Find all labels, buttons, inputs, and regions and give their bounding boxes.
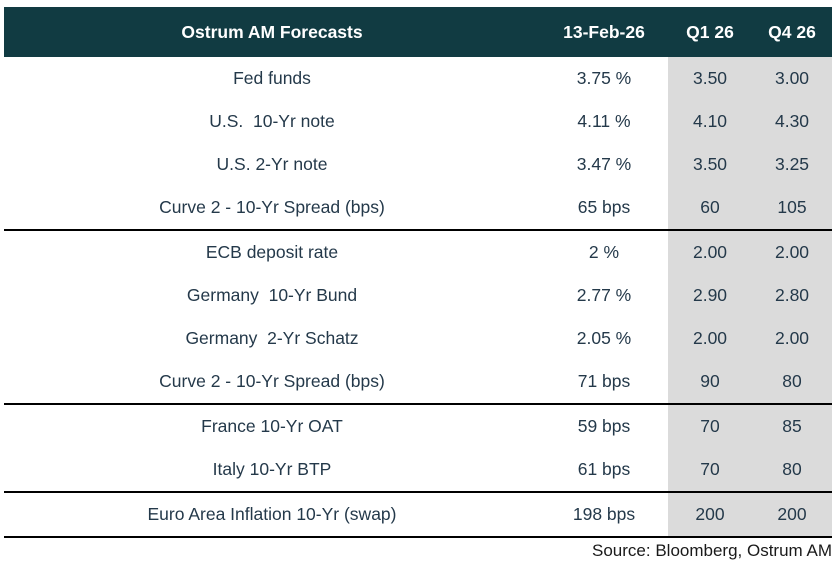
value-q4-forecast: 3.00 [752, 57, 832, 100]
column-header-q4: Q4 26 [768, 21, 816, 42]
value-q4-forecast: 80 [752, 360, 832, 403]
value-current: 2.05 % [576, 328, 632, 348]
value-current: 198 bps [572, 504, 636, 524]
value-current: 2 % [588, 242, 620, 262]
value-q4-forecast: 3.25 [752, 143, 832, 186]
row-label: Germany 2-Yr Schatz [185, 328, 359, 348]
value-q1-forecast: 70 [668, 405, 752, 448]
value-current: 2.77 % [576, 285, 632, 305]
row-label: Fed funds [233, 68, 311, 88]
value-q1-forecast: 60 [668, 186, 752, 229]
value-current: 61 bps [577, 459, 631, 479]
row-label: Germany 10-Yr Bund [186, 285, 358, 305]
table-row: Italy 10-Yr BTP 61 bps 70 80 [4, 448, 832, 491]
source-note: Source: Bloomberg, Ostrum AM [592, 541, 832, 560]
table-row: U.S. 10-Yr note 4.11 % 4.10 4.30 [4, 100, 832, 143]
column-header-date: 13-Feb-26 [563, 21, 645, 42]
value-q4-forecast: 105 [752, 186, 832, 229]
row-group-4: Euro Area Inflation 10-Yr (swap) 198 bps 2… [4, 493, 832, 538]
value-q1-forecast: 3.50 [668, 143, 752, 186]
table-row: Fed funds 3.75 % 3.50 3.00 [4, 57, 832, 100]
table-row: Curve 2 - 10-Yr Spread (bps) 71 bps 90 80 [4, 360, 832, 403]
value-q4-forecast: 2.00 [752, 317, 832, 360]
value-q1-forecast: 70 [668, 448, 752, 491]
row-label: Euro Area Inflation 10-Yr (swap) [147, 504, 397, 524]
value-q1-forecast: 90 [668, 360, 752, 403]
table-row: Curve 2 - 10-Yr Spread (bps) 65 bps 60 105 [4, 186, 832, 229]
table-row: U.S. 2-Yr note 3.47 % 3.50 3.25 [4, 143, 832, 186]
value-q1-forecast: 2.00 [668, 231, 752, 274]
value-q1-forecast: 2.00 [668, 317, 752, 360]
table-body: Fed funds 3.75 % 3.50 3.00 U.S. 10-Yr note 4.… [4, 57, 832, 538]
table-row: Germany 2-Yr Schatz 2.05 % 2.00 2.00 [4, 317, 832, 360]
row-label: ECB deposit rate [205, 242, 339, 262]
value-current: 65 bps [577, 197, 631, 217]
table-row: Euro Area Inflation 10-Yr (swap) 198 bps 2… [4, 493, 832, 536]
value-q1-forecast: 2.90 [668, 274, 752, 317]
row-group-3: France 10-Yr OAT 59 bps 70 85 Italy 10-Yr BT… [4, 405, 832, 493]
row-group-1: Fed funds 3.75 % 3.50 3.00 U.S. 10-Yr note 4.… [4, 57, 832, 231]
value-current: 71 bps [577, 371, 631, 391]
table-row: ECB deposit rate 2 % 2.00 2.00 [4, 231, 832, 274]
row-label: Curve 2 - 10-Yr Spread (bps) [159, 371, 385, 391]
row-label: U.S. 10-Yr note [209, 111, 335, 131]
value-q1-forecast: 200 [668, 493, 752, 536]
value-current: 3.47 % [576, 154, 632, 174]
value-q4-forecast: 2.00 [752, 231, 832, 274]
forecasts-table: Ostrum AM Forecasts 13-Feb-26 Q1 26 Q4 2… [4, 7, 832, 538]
value-current: 59 bps [577, 416, 631, 436]
row-group-2: ECB deposit rate 2 % 2.00 2.00 Germany 10-Yr… [4, 231, 832, 405]
value-current: 4.11 % [577, 111, 631, 131]
value-q4-forecast: 80 [752, 448, 832, 491]
value-q1-forecast: 3.50 [668, 57, 752, 100]
table-row: Germany 10-Yr Bund 2.77 % 2.90 2.80 [4, 274, 832, 317]
value-q4-forecast: 85 [752, 405, 832, 448]
value-q4-forecast: 200 [752, 493, 832, 536]
table-header-row: Ostrum AM Forecasts 13-Feb-26 Q1 26 Q4 2… [4, 7, 832, 57]
column-header-q1: Q1 26 [686, 21, 734, 42]
value-q1-forecast: 4.10 [668, 100, 752, 143]
row-label: U.S. 2-Yr note [216, 154, 328, 174]
row-label: Italy 10-Yr BTP [212, 459, 332, 479]
row-label: Curve 2 - 10-Yr Spread (bps) [159, 197, 385, 217]
table-row: France 10-Yr OAT 59 bps 70 85 [4, 405, 832, 448]
table-title: Ostrum AM Forecasts [181, 21, 363, 42]
value-current: 3.75 % [576, 68, 632, 88]
value-q4-forecast: 4.30 [752, 100, 832, 143]
value-q4-forecast: 2.80 [752, 274, 832, 317]
row-label: France 10-Yr OAT [201, 416, 343, 436]
